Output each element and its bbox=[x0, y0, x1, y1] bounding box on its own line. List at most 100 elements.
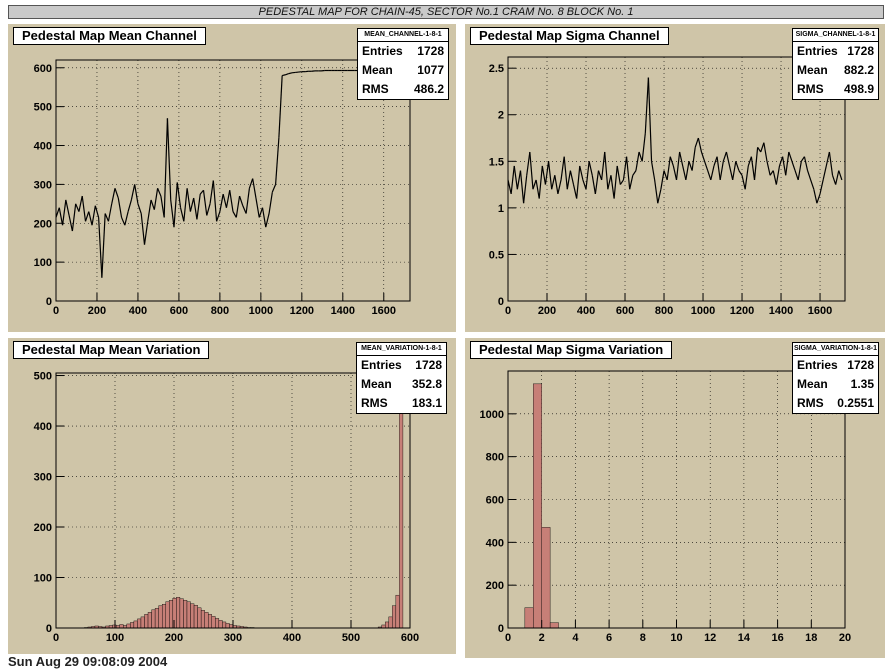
y-tick-label: 0 bbox=[498, 623, 504, 635]
stats-rms-value: 183.1 bbox=[412, 394, 442, 413]
histogram-bar bbox=[127, 624, 131, 628]
x-tick-label: 400 bbox=[129, 305, 147, 317]
histogram-bar bbox=[141, 617, 145, 628]
x-tick-label: 12 bbox=[704, 632, 716, 644]
x-tick-label: 0 bbox=[53, 632, 59, 644]
stats-mean-value: 1.35 bbox=[851, 375, 874, 394]
x-tick-label: 1600 bbox=[808, 305, 832, 317]
pad-title: Pedestal Map Mean Variation bbox=[13, 341, 209, 359]
y-tick-label: 300 bbox=[34, 472, 52, 484]
x-tick-label: 18 bbox=[805, 632, 817, 644]
stats-rms-value: 486.2 bbox=[414, 80, 444, 99]
series-segment bbox=[289, 73, 292, 74]
x-tick-label: 300 bbox=[224, 632, 242, 644]
x-tick-label: 1000 bbox=[691, 305, 715, 317]
histogram-bar bbox=[137, 619, 141, 628]
y-tick-label: 0 bbox=[46, 296, 52, 308]
x-tick-label: 400 bbox=[283, 632, 301, 644]
y-tick-label: 400 bbox=[486, 537, 504, 549]
stats-rms-value: 0.2551 bbox=[837, 394, 874, 413]
x-tick-label: 600 bbox=[401, 632, 419, 644]
y-tick-label: 2.5 bbox=[489, 63, 504, 75]
x-tick-label: 1000 bbox=[249, 305, 273, 317]
histogram-bar bbox=[215, 618, 219, 628]
histogram-bar bbox=[180, 599, 184, 628]
histogram-bar bbox=[120, 624, 124, 628]
histogram-bar bbox=[222, 622, 226, 628]
x-tick-label: 100 bbox=[106, 632, 124, 644]
footer-timestamp: Sun Aug 29 09:08:09 2004 bbox=[8, 654, 167, 669]
series-segment bbox=[282, 75, 285, 76]
y-tick-label: 100 bbox=[34, 257, 52, 269]
histogram-bar bbox=[229, 624, 233, 628]
x-tick-label: 200 bbox=[88, 305, 106, 317]
x-tick-label: 600 bbox=[616, 305, 634, 317]
histogram-bar bbox=[155, 608, 159, 628]
stats-entries-value: 1728 bbox=[417, 42, 444, 61]
y-tick-label: 0.5 bbox=[489, 249, 504, 261]
y-tick-label: 1.5 bbox=[489, 156, 504, 168]
histogram-bar bbox=[173, 598, 177, 628]
histogram-bar bbox=[389, 617, 393, 628]
x-tick-label: 1400 bbox=[769, 305, 793, 317]
y-tick-label: 500 bbox=[34, 102, 52, 114]
stats-rms-label: RMS bbox=[797, 394, 824, 413]
y-tick-label: 200 bbox=[486, 580, 504, 592]
histogram-bar bbox=[198, 608, 202, 628]
histogram-bar bbox=[542, 527, 550, 628]
stats-rms-label: RMS bbox=[797, 80, 824, 99]
stats-entries-value: 1728 bbox=[415, 356, 442, 375]
x-tick-label: 200 bbox=[538, 305, 556, 317]
x-tick-label: 14 bbox=[738, 632, 751, 644]
x-tick-label: 800 bbox=[211, 305, 229, 317]
histogram-bar bbox=[176, 597, 180, 628]
y-tick-label: 400 bbox=[34, 421, 52, 433]
histogram-bar bbox=[148, 612, 152, 628]
stats-entries-label: Entries bbox=[797, 42, 838, 61]
y-tick-label: 200 bbox=[34, 522, 52, 534]
stats-rms-value: 498.9 bbox=[844, 80, 874, 99]
y-tick-label: 2 bbox=[498, 110, 504, 122]
histogram-bar bbox=[226, 623, 230, 628]
histogram-bar bbox=[166, 602, 170, 628]
stats-mean-label: Mean bbox=[362, 61, 393, 80]
x-tick-label: 0 bbox=[505, 305, 511, 317]
histogram-bar bbox=[169, 600, 173, 628]
histogram-bar bbox=[191, 604, 195, 628]
pad-title: Pedestal Map Mean Channel bbox=[13, 27, 206, 45]
stats-mean-label: Mean bbox=[797, 61, 828, 80]
x-tick-label: 1600 bbox=[372, 305, 396, 317]
canvas-title-banner: PEDESTAL MAP FOR CHAIN-45, SECTOR No.1 C… bbox=[8, 5, 884, 19]
x-tick-label: 400 bbox=[577, 305, 595, 317]
x-tick-label: 500 bbox=[342, 632, 360, 644]
y-tick-label: 500 bbox=[34, 371, 52, 383]
stats-entries-value: 1728 bbox=[847, 356, 874, 375]
histogram-bar bbox=[201, 610, 205, 628]
stats-mean-value: 882.2 bbox=[844, 61, 874, 80]
pad-title: Pedestal Map Sigma Channel bbox=[470, 27, 669, 45]
stats-mean-value: 352.8 bbox=[412, 375, 442, 394]
y-tick-label: 400 bbox=[34, 141, 52, 153]
x-tick-label: 6 bbox=[606, 632, 612, 644]
histogram-bar bbox=[392, 606, 396, 628]
x-tick-label: 10 bbox=[670, 632, 682, 644]
stats-entries-value: 1728 bbox=[847, 42, 874, 61]
stats-name: MEAN_VARIATION-1-8-1 bbox=[357, 343, 446, 356]
x-tick-label: 4 bbox=[572, 632, 579, 644]
stats-entries-label: Entries bbox=[361, 356, 402, 375]
histogram-bar bbox=[525, 608, 533, 628]
histogram-bar bbox=[159, 606, 163, 628]
x-tick-label: 200 bbox=[165, 632, 183, 644]
stats-entries-label: Entries bbox=[797, 356, 838, 375]
y-tick-label: 200 bbox=[34, 218, 52, 230]
histogram-bar bbox=[399, 411, 403, 628]
x-tick-label: 1200 bbox=[730, 305, 754, 317]
stats-name: SIGMA_VARIATION-1-8-1 bbox=[793, 343, 878, 356]
stats-mean-value: 1077 bbox=[417, 61, 444, 80]
y-tick-label: 1 bbox=[498, 203, 504, 215]
